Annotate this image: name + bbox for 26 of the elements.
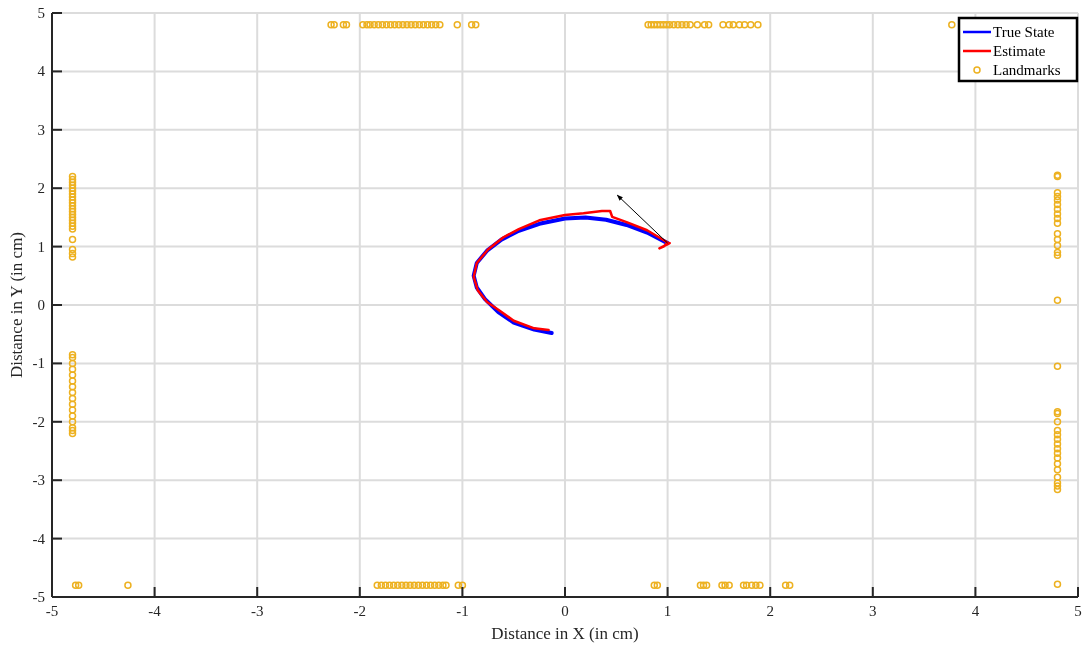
y-tick-label: 4 <box>37 63 46 80</box>
x-tick-label: 0 <box>561 603 569 619</box>
y-tick-label: -4 <box>32 530 46 547</box>
y-axis-title: Distance in Y (in cm) <box>7 231 26 379</box>
x-tick-label: -1 <box>456 603 469 619</box>
x-axis-title: Distance in X (in cm) <box>491 624 639 643</box>
y-tick-label: 0 <box>37 297 45 313</box>
legend-label: True State <box>993 24 1055 40</box>
y-tick-label: -5 <box>32 589 45 605</box>
x-tick-label: -3 <box>250 603 264 619</box>
y-tick-label: 1 <box>37 238 45 255</box>
legend-label: Landmarks <box>993 62 1061 78</box>
x-tick-label: 2 <box>766 603 774 619</box>
x-tick-label: -2 <box>353 603 367 619</box>
x-tick-label: -4 <box>148 603 162 619</box>
x-tick-label: 4 <box>971 603 980 619</box>
legend-label: Estimate <box>993 43 1046 59</box>
y-tick-label: 5 <box>37 5 45 21</box>
x-tick-label: 5 <box>1074 603 1082 619</box>
y-tick-label: -3 <box>32 472 45 489</box>
x-tick-label: 1 <box>663 603 672 619</box>
y-tick-label: -2 <box>32 413 45 430</box>
y-tick-label: -1 <box>32 355 45 372</box>
x-tick-label: 3 <box>869 603 877 619</box>
y-tick-label: 3 <box>37 121 45 138</box>
y-tick-label: 2 <box>37 180 45 197</box>
